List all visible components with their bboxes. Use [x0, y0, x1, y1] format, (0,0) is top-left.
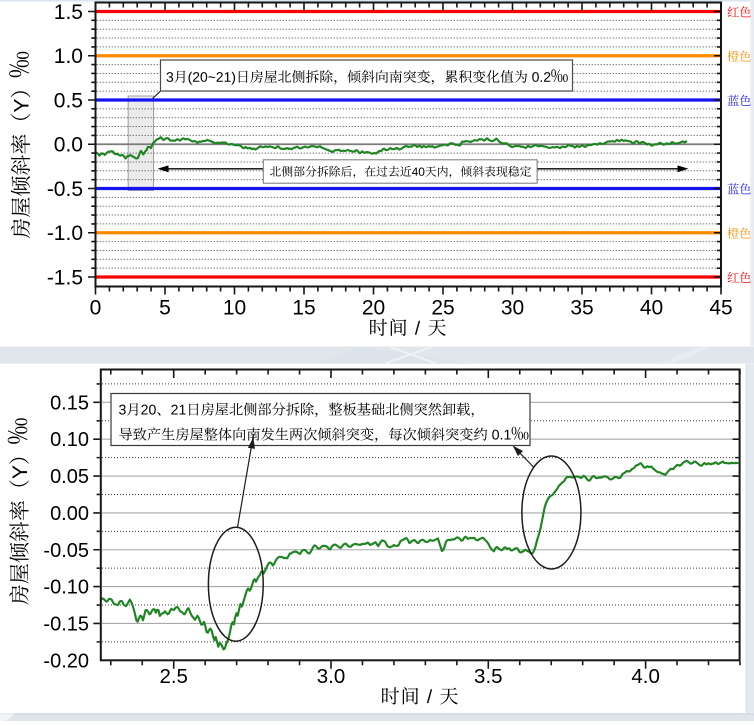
svg-text:2.5: 2.5 [159, 665, 188, 688]
svg-text:0: 0 [90, 297, 102, 320]
svg-text:-1.5: -1.5 [47, 266, 83, 289]
svg-text:10: 10 [223, 297, 246, 320]
svg-text:0.05: 0.05 [50, 466, 89, 488]
svg-text:0.5: 0.5 [54, 89, 83, 112]
svg-text:4.0: 4.0 [631, 665, 660, 688]
svg-text:35: 35 [570, 297, 593, 320]
svg-text:-1.0: -1.0 [47, 222, 83, 245]
svg-text:3.0: 3.0 [317, 665, 346, 688]
svg-text:-0.20: -0.20 [43, 650, 89, 672]
svg-text:0.00: 0.00 [50, 503, 89, 525]
svg-text:0.10: 0.10 [50, 429, 89, 451]
svg-text:-0.5: -0.5 [47, 178, 83, 201]
svg-text:0.15: 0.15 [50, 392, 89, 414]
svg-text:3.5: 3.5 [474, 665, 503, 688]
svg-text:-0.15: -0.15 [43, 613, 89, 635]
svg-text:-0.05: -0.05 [43, 540, 89, 562]
svg-text:0.0: 0.0 [54, 134, 83, 157]
svg-text:5: 5 [159, 297, 171, 320]
svg-text:40: 40 [640, 297, 663, 320]
svg-text:30: 30 [501, 297, 524, 320]
svg-text:25: 25 [431, 297, 454, 320]
svg-text:1.5: 1.5 [54, 1, 83, 24]
svg-text:20: 20 [362, 297, 385, 320]
svg-text:15: 15 [292, 297, 315, 320]
svg-text:1.0: 1.0 [54, 45, 83, 68]
svg-text:-0.10: -0.10 [43, 577, 89, 599]
svg-text:45: 45 [709, 297, 732, 320]
